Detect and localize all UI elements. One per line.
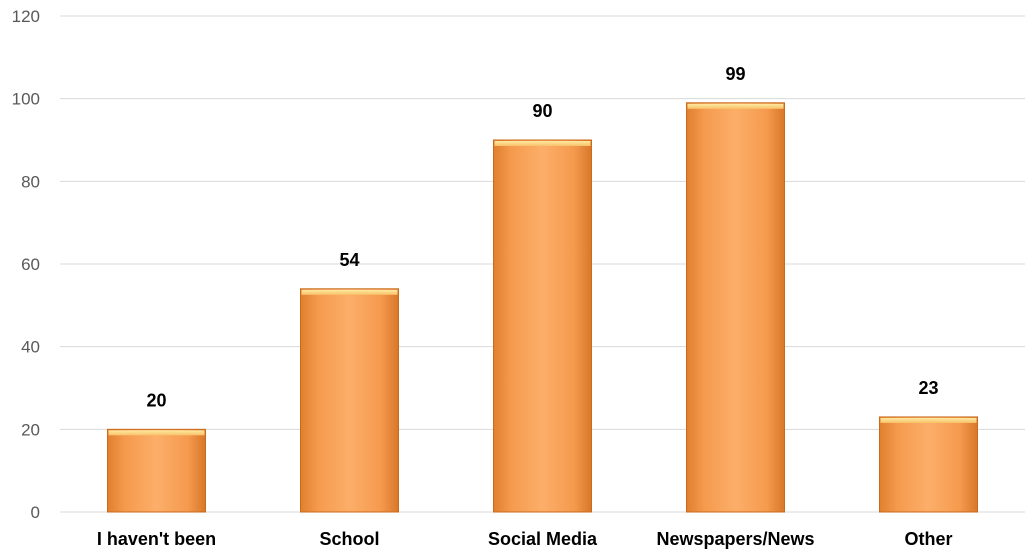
data-label: 99 [725, 64, 745, 84]
x-tick-label: Other [904, 529, 952, 549]
data-label: 90 [532, 101, 552, 121]
bars [107, 102, 978, 513]
bar [686, 102, 785, 513]
bar-group [493, 139, 592, 513]
bar-group [879, 416, 978, 513]
data-label: 23 [918, 378, 938, 398]
bar-group [107, 428, 206, 513]
data-label: 54 [339, 250, 359, 270]
x-tick-label: Newspapers/News [656, 529, 814, 549]
y-tick-label: 80 [21, 172, 40, 191]
data-labels: 20 54 90 99 23 [146, 64, 938, 411]
bar [879, 416, 978, 513]
bar-top-highlight [687, 103, 784, 109]
y-tick-label: 100 [12, 90, 40, 109]
x-tick-label: Social Media [488, 529, 598, 549]
x-tick-label: I haven't been [97, 529, 216, 549]
bar-top-highlight [108, 430, 205, 436]
bar-top-highlight [301, 289, 398, 295]
y-axis: 0 20 40 60 80 100 120 [12, 7, 40, 522]
x-axis: I haven't been School Social Media Newspape… [97, 529, 953, 549]
y-tick-label: 40 [21, 338, 40, 357]
bar [300, 288, 399, 513]
y-tick-label: 60 [21, 255, 40, 274]
x-tick-label: School [319, 529, 379, 549]
bar-group [686, 102, 785, 513]
y-tick-label: 0 [31, 503, 40, 522]
y-tick-label: 20 [21, 420, 40, 439]
bar-top-highlight [494, 141, 591, 146]
y-tick-label: 120 [12, 7, 40, 26]
bar [107, 428, 206, 513]
bar-group [300, 288, 399, 513]
bar-top-highlight [880, 417, 977, 423]
bar [493, 139, 592, 513]
data-label: 20 [146, 390, 166, 410]
